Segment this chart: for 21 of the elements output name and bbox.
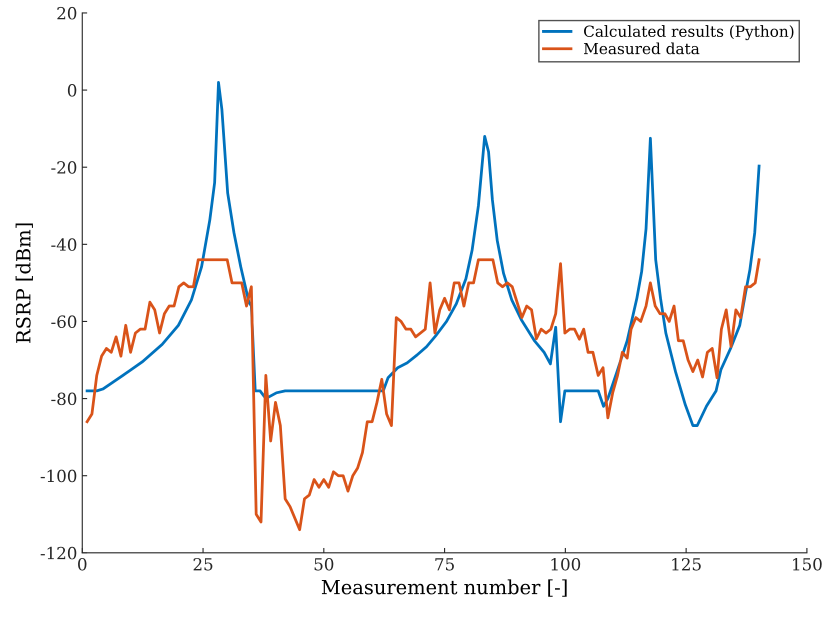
y-tick-label: -80 <box>51 392 76 406</box>
y-tick-label: -60 <box>51 315 76 328</box>
line-series <box>86 258 760 532</box>
y-tick-label: 20 <box>57 6 76 20</box>
x-tick-label: 25 <box>194 558 212 571</box>
x-tick-label: 100 <box>551 558 580 571</box>
y-tick-label: -20 <box>51 161 76 174</box>
line-series <box>86 80 760 427</box>
x-tick-label: 125 <box>672 558 701 571</box>
y-axis-title: RSRP [dBm] <box>16 223 33 343</box>
y-tick-label: -40 <box>51 238 76 251</box>
x-axis-title: Measurement number [-] <box>322 579 567 597</box>
y-tick-label: 0 <box>68 84 76 97</box>
x-tick-label: 75 <box>435 558 454 571</box>
x-tick-label: 0 <box>78 558 86 571</box>
x-tick-label: 50 <box>314 558 334 571</box>
y-tick-label: -100 <box>40 470 76 482</box>
legend-label: Calculated results (Python) <box>584 25 794 40</box>
y-tick-label: -120 <box>40 546 76 560</box>
legend-label: Measured data <box>584 42 700 54</box>
x-tick-label: 150 <box>793 558 822 571</box>
